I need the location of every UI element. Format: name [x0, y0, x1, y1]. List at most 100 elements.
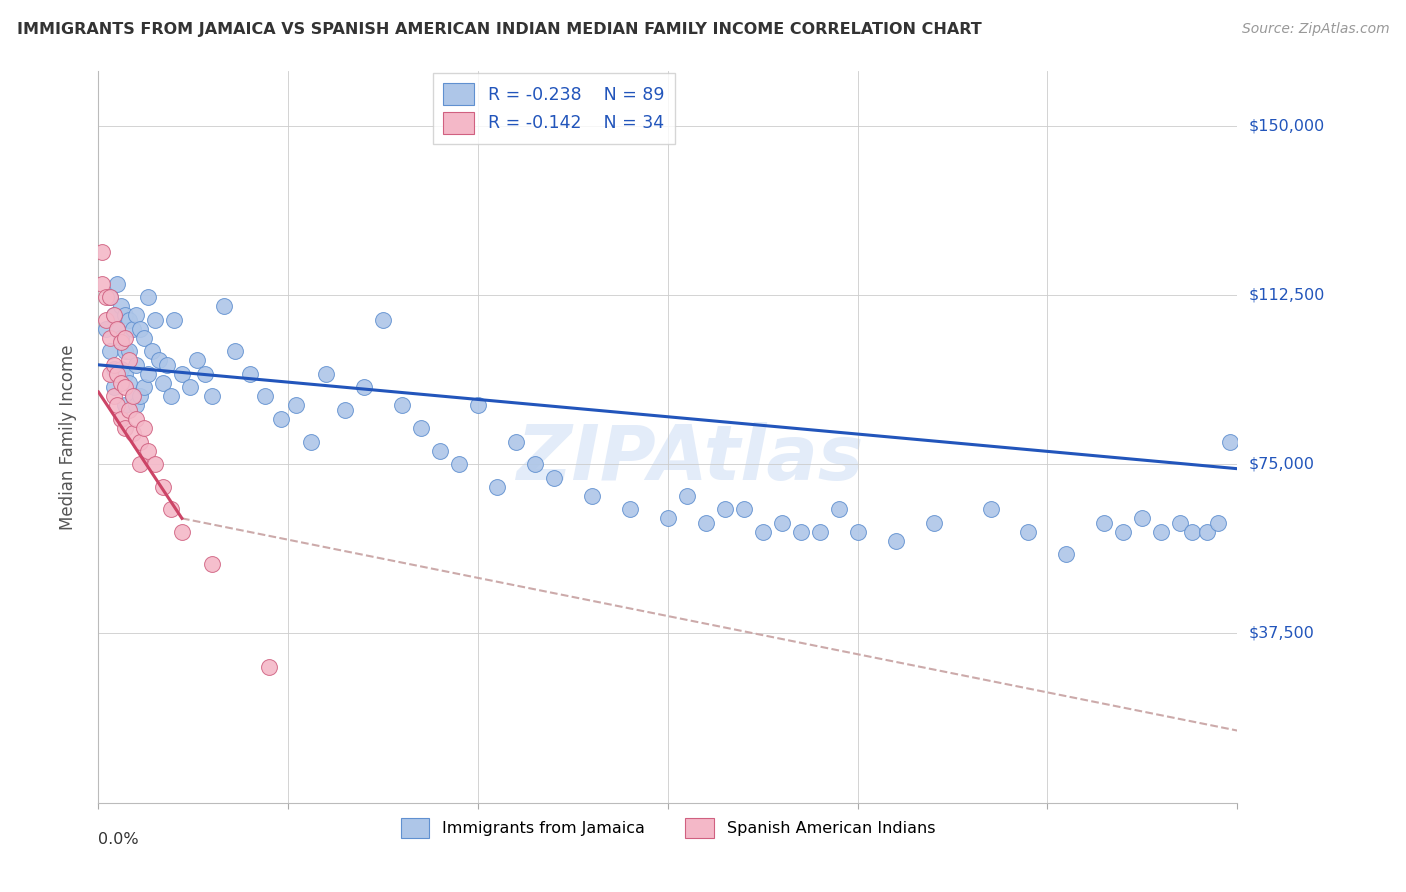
Legend: Immigrants from Jamaica, Spanish American Indians: Immigrants from Jamaica, Spanish America…	[392, 810, 943, 846]
Point	[212, 299, 235, 313]
Point	[114, 344, 136, 359]
Point	[121, 389, 143, 403]
Point	[110, 335, 132, 350]
Point	[884, 533, 907, 548]
Point	[1170, 516, 1192, 530]
Point	[179, 380, 201, 394]
Point	[1132, 511, 1154, 525]
Point	[129, 434, 152, 449]
Point	[132, 421, 155, 435]
Point	[110, 331, 132, 345]
Text: ZIPAtlas: ZIPAtlas	[517, 422, 865, 496]
Point	[695, 516, 717, 530]
Point	[828, 502, 851, 516]
Point	[107, 322, 129, 336]
Point	[107, 367, 129, 381]
Point	[103, 358, 125, 372]
Point	[846, 524, 869, 539]
Point	[107, 399, 129, 413]
Point	[979, 502, 1001, 516]
Point	[270, 412, 292, 426]
Point	[714, 502, 737, 516]
Point	[543, 471, 565, 485]
Point	[98, 331, 121, 345]
Text: Source: ZipAtlas.com: Source: ZipAtlas.com	[1241, 22, 1389, 37]
Point	[129, 322, 152, 336]
Text: $150,000: $150,000	[1249, 118, 1324, 133]
Point	[170, 524, 193, 539]
Point	[201, 389, 224, 403]
Point	[98, 367, 121, 381]
Point	[118, 353, 141, 368]
Point	[107, 367, 129, 381]
Point	[1208, 516, 1230, 530]
Point	[922, 516, 945, 530]
Point	[129, 389, 152, 403]
Point	[148, 353, 170, 368]
Point	[770, 516, 793, 530]
Point	[141, 344, 163, 359]
Text: $112,500: $112,500	[1249, 287, 1324, 302]
Point	[98, 344, 121, 359]
Point	[132, 380, 155, 394]
Point	[136, 290, 159, 304]
Point	[94, 290, 117, 304]
Point	[107, 277, 129, 291]
Point	[194, 367, 217, 381]
Point	[170, 367, 193, 381]
Point	[114, 331, 136, 345]
Point	[449, 457, 471, 471]
Point	[371, 312, 394, 326]
Point	[145, 457, 167, 471]
Point	[114, 308, 136, 322]
Y-axis label: Median Family Income: Median Family Income	[59, 344, 77, 530]
Point	[121, 322, 143, 336]
Point	[657, 511, 679, 525]
Point	[429, 443, 451, 458]
Point	[239, 367, 262, 381]
Point	[733, 502, 755, 516]
Text: $37,500: $37,500	[1249, 626, 1315, 641]
Point	[121, 425, 143, 440]
Point	[103, 380, 125, 394]
Point	[315, 367, 337, 381]
Point	[110, 376, 132, 390]
Point	[224, 344, 246, 359]
Point	[1112, 524, 1135, 539]
Point	[524, 457, 547, 471]
Point	[125, 308, 148, 322]
Point	[91, 244, 114, 259]
Text: $75,000: $75,000	[1249, 457, 1315, 472]
Point	[136, 367, 159, 381]
Point	[486, 480, 509, 494]
Point	[790, 524, 813, 539]
Point	[103, 308, 125, 322]
Point	[353, 380, 375, 394]
Point	[136, 443, 159, 458]
Point	[619, 502, 641, 516]
Point	[118, 403, 141, 417]
Point	[284, 399, 307, 413]
Point	[1094, 516, 1116, 530]
Point	[581, 489, 603, 503]
Point	[98, 290, 121, 304]
Point	[1219, 434, 1241, 449]
Point	[110, 412, 132, 426]
Point	[1056, 548, 1078, 562]
Point	[129, 457, 152, 471]
Point	[91, 277, 114, 291]
Point	[1195, 524, 1218, 539]
Point	[94, 312, 117, 326]
Point	[163, 312, 186, 326]
Point	[1181, 524, 1204, 539]
Point	[103, 362, 125, 376]
Point	[152, 376, 174, 390]
Point	[391, 399, 413, 413]
Point	[1018, 524, 1040, 539]
Point	[125, 399, 148, 413]
Point	[114, 421, 136, 435]
Point	[505, 434, 527, 449]
Point	[110, 362, 132, 376]
Point	[1150, 524, 1173, 539]
Point	[752, 524, 775, 539]
